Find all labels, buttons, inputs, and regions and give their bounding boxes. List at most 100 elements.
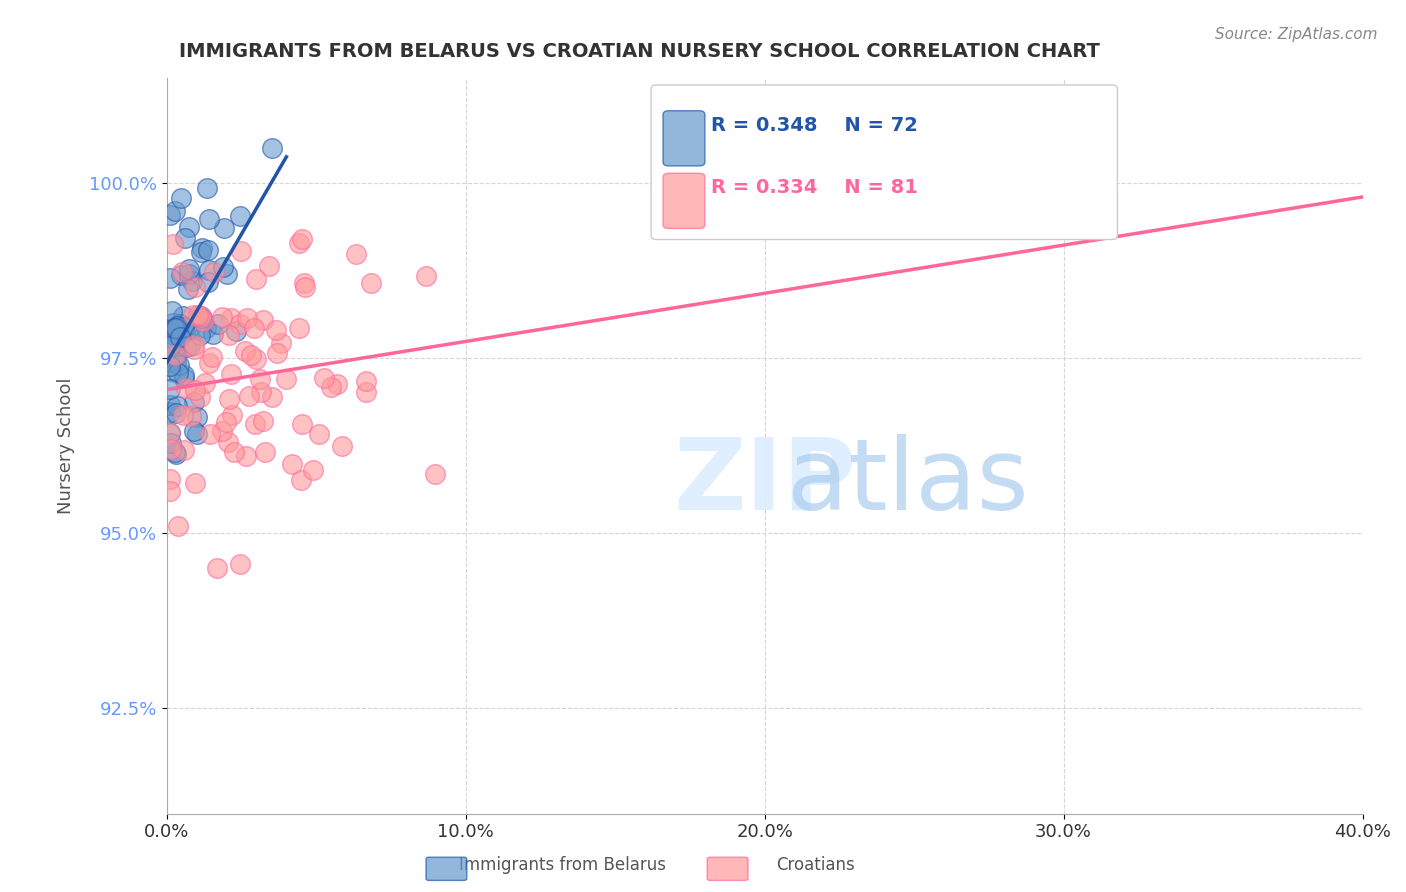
Point <box>233 344 256 359</box>
Point <box>197 212 219 227</box>
Point <box>194 320 217 334</box>
Text: R = 0.334    N = 81: R = 0.334 N = 81 <box>711 178 918 197</box>
Point <box>166 399 188 413</box>
Point <box>190 309 212 323</box>
Point <box>163 321 186 335</box>
Point <box>219 311 242 326</box>
FancyBboxPatch shape <box>664 173 704 228</box>
Point <box>250 385 273 400</box>
Point <box>159 383 181 397</box>
Point <box>238 389 260 403</box>
Point <box>294 280 316 294</box>
Point <box>159 426 181 441</box>
Point <box>239 348 262 362</box>
Point <box>165 320 187 334</box>
Point <box>159 484 181 499</box>
Point <box>179 219 201 234</box>
Point <box>252 414 274 428</box>
Point <box>202 265 225 279</box>
Point <box>190 328 212 343</box>
Point <box>179 339 201 353</box>
Point <box>187 308 209 322</box>
Text: IMMIGRANTS FROM BELARUS VS CROATIAN NURSERY SCHOOL CORRELATION CHART: IMMIGRANTS FROM BELARUS VS CROATIAN NURS… <box>179 42 1099 61</box>
Point <box>174 381 197 395</box>
Point <box>218 392 240 406</box>
Point <box>183 342 205 356</box>
Point <box>188 391 211 405</box>
Point <box>165 406 187 420</box>
Point <box>288 235 311 250</box>
Point <box>262 390 284 404</box>
Point <box>198 427 221 442</box>
Point <box>249 372 271 386</box>
Point <box>302 463 325 477</box>
Point <box>198 262 221 277</box>
Point <box>160 364 183 378</box>
Point <box>291 232 314 246</box>
Point <box>165 445 187 459</box>
Point <box>184 280 207 294</box>
Point <box>159 472 181 486</box>
Point <box>245 351 267 366</box>
Point <box>160 303 183 318</box>
Point <box>260 141 283 155</box>
Point <box>173 442 195 457</box>
Point <box>170 268 193 283</box>
Point <box>236 311 259 326</box>
Point <box>177 267 200 281</box>
Point <box>280 457 302 471</box>
Point <box>159 359 181 374</box>
Point <box>215 267 238 281</box>
Point <box>160 442 183 457</box>
Point <box>173 368 195 382</box>
Point <box>221 408 243 422</box>
Point <box>207 317 229 331</box>
Point <box>415 269 437 284</box>
Point <box>169 318 191 332</box>
Point <box>274 371 297 385</box>
Point <box>172 309 194 323</box>
Point <box>165 447 187 461</box>
Point <box>264 323 287 337</box>
Point <box>169 329 191 343</box>
Point <box>191 241 214 255</box>
Text: Croatians: Croatians <box>776 856 855 874</box>
Point <box>287 320 309 334</box>
Point <box>312 371 335 385</box>
Point <box>159 339 181 353</box>
Y-axis label: Nursery School: Nursery School <box>58 377 75 514</box>
Point <box>253 445 276 459</box>
Point <box>159 398 181 412</box>
Point <box>245 272 267 286</box>
Point <box>186 426 208 441</box>
Point <box>257 259 280 273</box>
Point <box>205 560 228 574</box>
Point <box>188 310 211 324</box>
Point <box>184 475 207 490</box>
Text: atlas: atlas <box>787 434 1029 531</box>
Point <box>162 236 184 251</box>
Point <box>217 434 239 449</box>
Point <box>163 351 186 366</box>
FancyBboxPatch shape <box>651 85 1118 240</box>
Text: R = 0.348    N = 72: R = 0.348 N = 72 <box>711 116 918 135</box>
Point <box>221 367 243 381</box>
Point <box>292 276 315 290</box>
Point <box>201 350 224 364</box>
Point <box>242 320 264 334</box>
Point <box>190 245 212 260</box>
Point <box>172 408 194 422</box>
Point <box>165 355 187 369</box>
Point <box>159 405 181 419</box>
Point <box>229 557 252 571</box>
Point <box>214 415 236 429</box>
Point <box>180 336 202 351</box>
Point <box>202 326 225 341</box>
Point <box>266 345 288 359</box>
Point <box>159 340 181 354</box>
Point <box>225 324 247 338</box>
Point <box>211 310 233 324</box>
Point <box>180 409 202 423</box>
Point <box>160 355 183 369</box>
Point <box>354 374 377 388</box>
